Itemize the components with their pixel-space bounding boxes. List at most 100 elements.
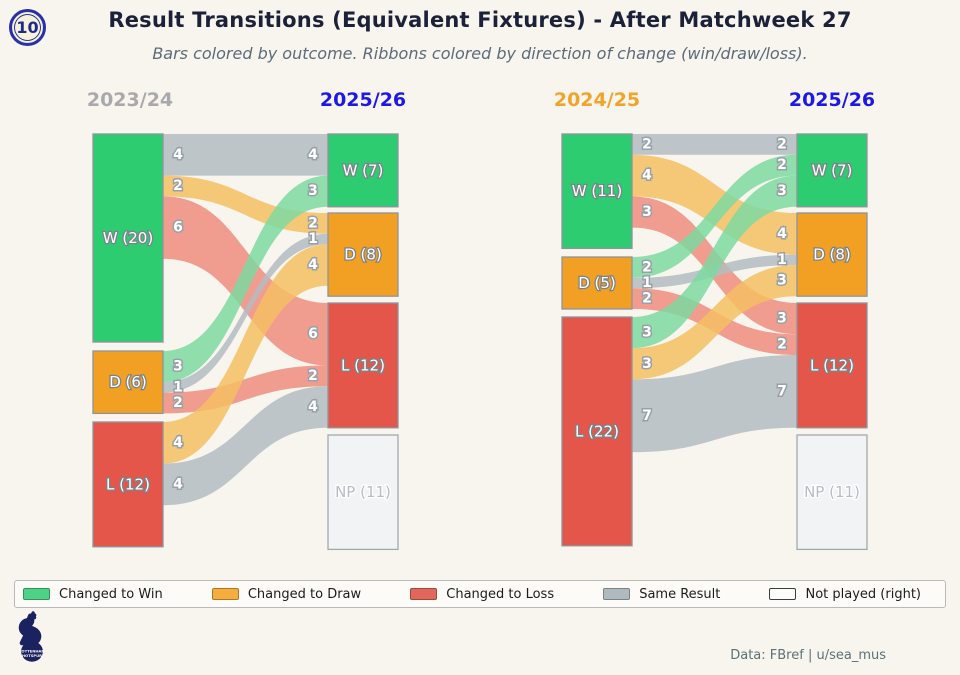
- loss-swatch-icon: [410, 588, 438, 600]
- flow-value-label: 2: [308, 368, 318, 384]
- node-label-left-tgt-W: W (7): [343, 161, 384, 179]
- flow-ribbon-right-W-to-W: [632, 134, 797, 155]
- node-label-left-tgt-D: D (8): [344, 246, 382, 264]
- node-bar-left-tgt-D: [327, 212, 399, 297]
- flow-value-label: 4: [308, 399, 318, 415]
- flow-value-label: 4: [642, 168, 652, 184]
- flow-value-label: 3: [642, 356, 652, 372]
- page-number-badge: 10: [9, 9, 46, 46]
- flow-value-label: 2: [777, 136, 787, 152]
- node-label-right-src-W: W (11): [572, 182, 622, 200]
- flow-value-label: 2: [777, 157, 787, 173]
- tottenham-hotspur-crest-logo: TOTTENHAM HOTSPUR: [18, 611, 45, 662]
- flow-value-label: 1: [642, 275, 652, 291]
- node-label-left-tgt-NP: NP (11): [335, 483, 391, 501]
- node-bar-left-src-W: [92, 133, 164, 343]
- page-subtitle: Bars colored by outcome. Ribbons colored…: [152, 44, 808, 63]
- node-bar-right-src-L: [561, 316, 633, 547]
- flow-value-label: 7: [777, 383, 787, 399]
- legend-label: Changed to Loss: [446, 586, 555, 602]
- legend-item-changed-to-draw: Changed to Draw: [211, 586, 362, 602]
- flow-value-label: 2: [642, 136, 652, 152]
- flow-value-label: 3: [642, 204, 652, 220]
- node-label-right-src-L: L (22): [575, 422, 619, 440]
- node-label-right-tgt-D: D (8): [813, 246, 851, 264]
- node-bar-right-tgt-L: [796, 302, 868, 429]
- flow-value-label: 4: [173, 147, 183, 163]
- flow-ribbon-left-W-to-W: [163, 134, 328, 176]
- node-bar-left-src-D: [92, 350, 164, 415]
- svg-text:TOTTENHAM: TOTTENHAM: [19, 649, 45, 653]
- flow-ribbon-left-D-to-L: [163, 365, 328, 414]
- node-label-right-tgt-L: L (12): [810, 356, 854, 374]
- flow-ribbon-right-W-to-D: [632, 154, 797, 255]
- flow-ribbon-left-L-to-L: [163, 386, 328, 506]
- legend-item-not-played: Not played (right): [769, 587, 921, 602]
- flow-value-label: 3: [308, 183, 318, 199]
- legend-label: Changed to Win: [59, 586, 163, 602]
- flow-ribbon-right-D-to-W: [632, 154, 797, 278]
- flow-value-label: 1: [777, 252, 787, 268]
- flow-value-label: 3: [777, 273, 787, 289]
- same-result-swatch-icon: [603, 588, 631, 600]
- flow-value-label: 3: [173, 359, 183, 375]
- legend: Changed to Win Changed to Draw Changed t…: [14, 580, 946, 608]
- node-label-left-src-L: L (12): [106, 475, 150, 493]
- flow-value-label: 2: [308, 215, 318, 231]
- column-header-left-target: 2025/26: [319, 89, 407, 111]
- flow-value-label: 2: [642, 291, 652, 307]
- svg-text:HOTSPUR: HOTSPUR: [22, 654, 42, 658]
- column-header-left-source: 2023/24: [86, 89, 174, 111]
- flow-value-label: 7: [642, 408, 652, 424]
- legend-item-same-result: Same Result: [603, 587, 720, 602]
- flow-value-label: 3: [642, 325, 652, 341]
- flow-value-label: 2: [777, 337, 787, 353]
- flow-value-label: 2: [173, 395, 183, 411]
- node-label-left-tgt-L: L (12): [341, 356, 385, 374]
- node-bar-left-src-L: [92, 421, 164, 548]
- node-label-left-src-D: D (6): [109, 373, 147, 391]
- flow-ribbon-left-D-to-W: [163, 175, 328, 383]
- flow-value-label: 4: [308, 147, 318, 163]
- node-bar-right-tgt-W: [796, 133, 868, 208]
- flow-value-label: 4: [777, 226, 787, 242]
- draw-swatch-icon: [211, 588, 239, 600]
- legend-label: Same Result: [639, 586, 721, 602]
- node-bar-left-tgt-W: [327, 133, 399, 208]
- legend-label: Changed to Draw: [247, 586, 362, 602]
- flow-ribbon-right-L-to-W: [632, 175, 797, 349]
- flow-value-label: 1: [173, 379, 183, 395]
- node-bar-right-tgt-D: [796, 212, 868, 297]
- flow-value-label: 3: [777, 183, 787, 199]
- flow-value-label: 4: [308, 257, 318, 273]
- flow-value-label: 1: [308, 231, 318, 247]
- flow-value-label: 2: [642, 259, 652, 275]
- column-header-right-source: 2024/25: [553, 89, 641, 111]
- node-bar-right-src-D: [561, 256, 633, 310]
- flow-ribbon-left-L-to-D: [163, 244, 328, 464]
- node-label-left-src-W: W (20): [103, 229, 153, 247]
- win-swatch-icon: [23, 588, 50, 600]
- flow-ribbon-left-D-to-D: [163, 233, 328, 393]
- flow-ribbon-right-L-to-D: [632, 265, 797, 380]
- node-bar-right-src-W: [561, 133, 633, 250]
- node-label-right-tgt-NP: NP (11): [804, 483, 860, 501]
- flow-value-label: 4: [173, 435, 183, 451]
- node-bar-left-tgt-NP: [327, 434, 399, 551]
- page-title: Result Transitions (Equivalent Fixtures)…: [108, 8, 852, 32]
- node-label-right-src-D: D (5): [578, 274, 616, 292]
- node-label-right-tgt-W: W (7): [812, 161, 853, 179]
- flow-ribbon-right-L-to-L: [632, 355, 797, 453]
- flow-value-label: 6: [173, 220, 183, 236]
- page-number: 10: [16, 18, 39, 37]
- node-bar-left-tgt-L: [327, 302, 399, 429]
- legend-label: Not played (right): [805, 586, 921, 602]
- data-credit: Data: FBref | u/sea_mus: [730, 648, 886, 663]
- node-bar-right-tgt-NP: [796, 434, 868, 551]
- legend-item-changed-to-loss: Changed to Loss: [410, 587, 554, 602]
- flow-value-label: 6: [308, 326, 318, 342]
- flow-value-label: 2: [173, 178, 183, 194]
- not-played-swatch-icon: [769, 588, 797, 600]
- flow-value-label: 3: [777, 311, 787, 327]
